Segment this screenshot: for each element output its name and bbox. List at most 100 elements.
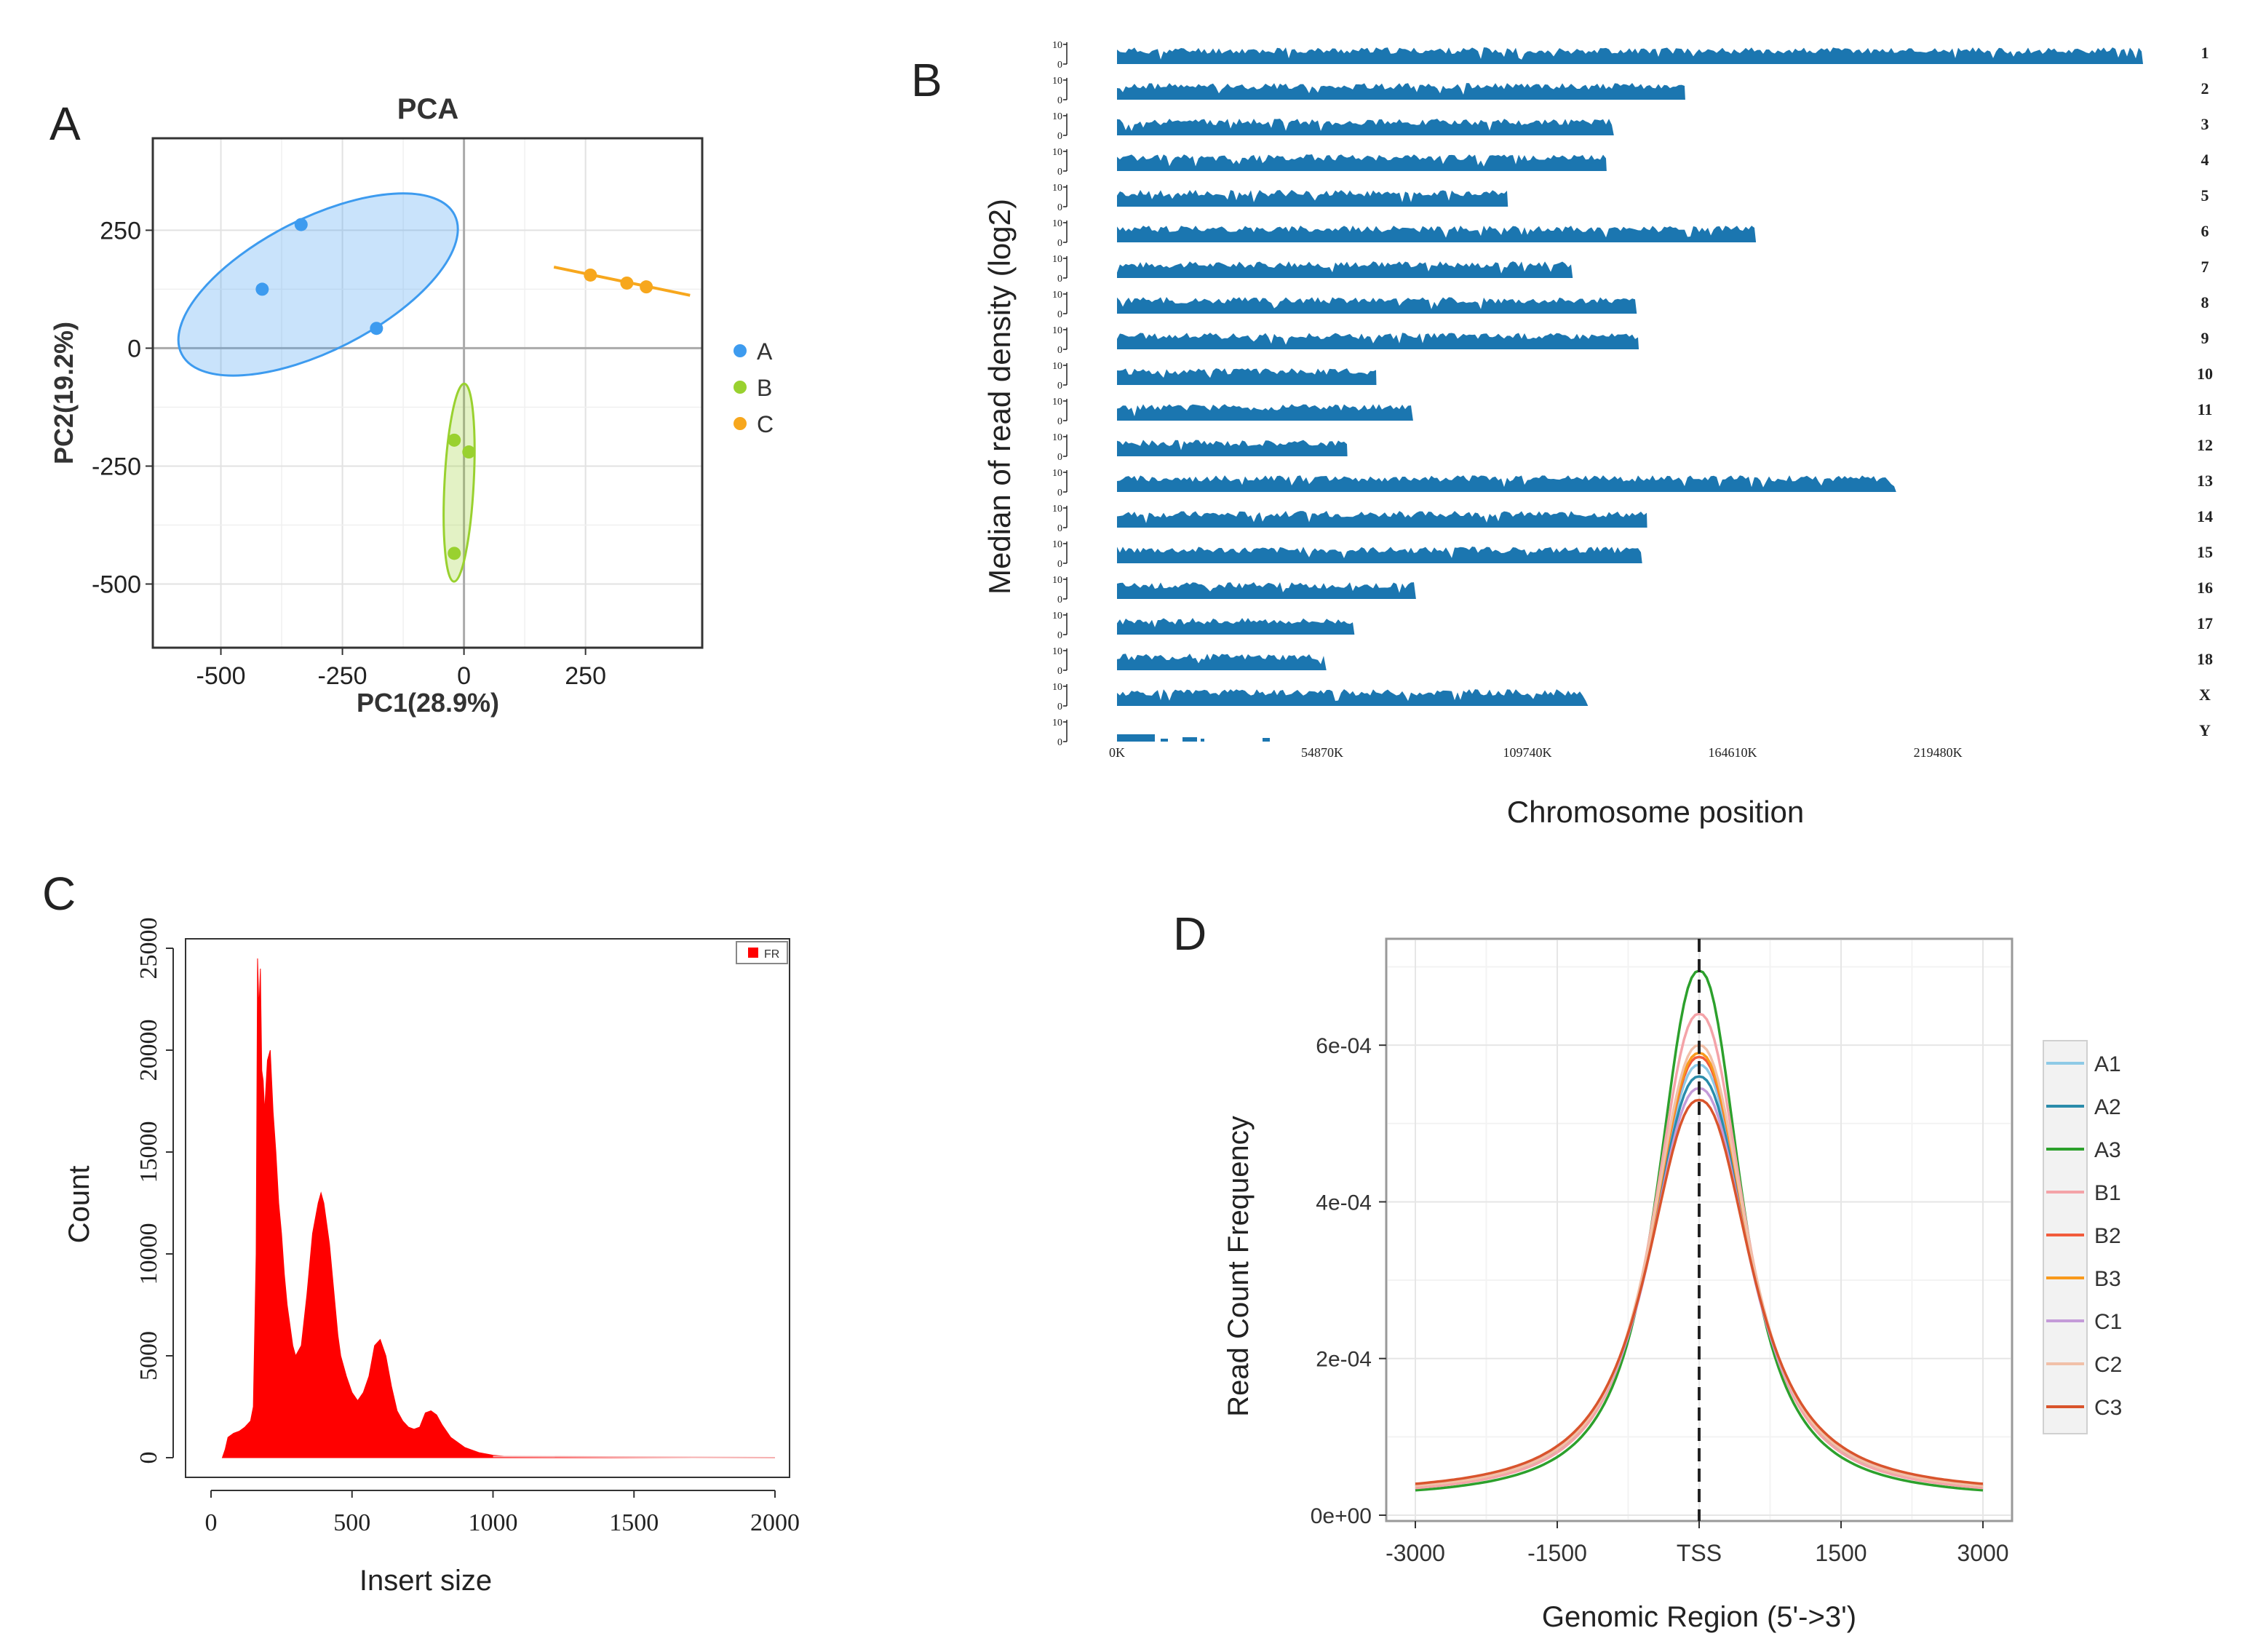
pca-background: [153, 138, 702, 648]
density-track-chromosome-label: 14: [2197, 507, 2213, 525]
density-track: 10 0 X: [1052, 682, 2211, 712]
density-track-area: [1117, 689, 1589, 706]
tss-y-axis-label: Read Count Frequency: [1223, 1116, 1255, 1417]
density-track-chromosome-label: 2: [2201, 79, 2209, 98]
tss-legend-label-b3: B3: [2094, 1267, 2121, 1291]
density-track-tick-10: 10: [1052, 76, 1062, 87]
pca-x-tick-label: -500: [196, 662, 246, 690]
density-track: 10 0 8: [1052, 290, 2209, 320]
density-track-tick-10: 10: [1052, 40, 1062, 51]
panel-label-c: C: [42, 867, 76, 920]
pca-point-c: [584, 268, 597, 282]
density-track-tick-10: 10: [1052, 504, 1062, 515]
pca-point-b: [462, 445, 476, 459]
density-track-area: [1117, 475, 1896, 492]
pca-point-c: [620, 276, 634, 290]
pca-ellipse-b: [442, 382, 476, 583]
pca-legend-swatch-c: [734, 417, 747, 430]
density-track-tick-10: 10: [1052, 575, 1062, 586]
density-track: 10 0 9: [1052, 325, 2209, 356]
density-track: 10 0 3: [1052, 111, 2209, 142]
pca-point-b: [448, 547, 461, 560]
pca-point-a: [370, 322, 383, 335]
density-track-tick-0: 0: [1057, 737, 1062, 748]
tss-y-tick-label: 0e+00: [1311, 1504, 1372, 1528]
density-track-area: [1117, 47, 2143, 64]
tss-marks: [1415, 939, 1984, 1521]
density-track-area: [1117, 333, 1639, 349]
density-track-tick-0: 0: [1057, 202, 1062, 213]
density-track-tick-10: 10: [1052, 646, 1062, 657]
density-track-tick-0: 0: [1057, 702, 1062, 712]
density-x-tick-label: 109740K: [1503, 745, 1552, 760]
read-density-tracks: 1001100210031004100510061007100810091001…: [1052, 40, 2213, 748]
tss-x-axis-label: Genomic Region (5'->3'): [1542, 1601, 1856, 1633]
pca-y-tick-label: 0: [127, 335, 141, 362]
tss-legend-label-b1: B1: [2094, 1181, 2121, 1205]
density-track: 10 0 13: [1052, 468, 2213, 499]
density-track-chromosome-label: 11: [2198, 400, 2213, 418]
density-track-tick-10: 10: [1052, 183, 1062, 194]
pca-x-axis-label: PC1(28.9%): [357, 688, 499, 718]
pca-ellipse-a: [177, 192, 459, 377]
density-track: 10 0 11: [1052, 397, 2212, 427]
density-track: 10 0 14: [1052, 504, 2213, 534]
density-track-tick-0: 0: [1057, 595, 1062, 605]
density-track-tick-0: 0: [1057, 309, 1062, 320]
density-track-area: [1117, 547, 1642, 563]
density-track-chromosome-label: 4: [2201, 151, 2209, 169]
panel-label-d: D: [1173, 908, 1207, 960]
insert-size-plot-frame: [185, 938, 790, 1478]
insert-size-x-axis-label: Insert size: [359, 1565, 492, 1597]
density-track: 10 0 1: [1052, 40, 2209, 71]
pca-legend: ABC: [734, 338, 774, 437]
density-track-tick-0: 0: [1057, 381, 1062, 392]
insert-size-y-tick-label: 25000: [135, 918, 162, 980]
tss-legend: A1 A2 A3 B1 B2 B3 C1 C2 C3: [2043, 1040, 2122, 1434]
density-track: 10 0 17: [1052, 611, 2213, 641]
panel-label-b: B: [911, 54, 942, 106]
insert-size-y-axis-label: Count: [63, 1166, 95, 1244]
insert-size-legend-swatch: [748, 948, 758, 958]
pca-x-tick-label: 250: [565, 662, 606, 690]
density-track-tick-0: 0: [1057, 452, 1062, 463]
density-track-area: [1117, 154, 1607, 171]
density-track-tick-0: 0: [1057, 666, 1062, 677]
density-track-chromosome-label: 1: [2201, 44, 2209, 62]
insert-size-y-tick-label: 10000: [135, 1223, 162, 1285]
tss-legend-key-background: [2043, 1040, 2088, 1434]
density-track-tick-10: 10: [1052, 432, 1062, 443]
density-track-chromosome-label: 10: [2197, 365, 2213, 383]
density-track-tick-10: 10: [1052, 539, 1062, 550]
density-track: 10 0 15: [1052, 539, 2213, 570]
density-track-chromosome-label: 13: [2197, 472, 2213, 490]
insert-size-x-tick-label: 1000: [469, 1509, 518, 1536]
density-track-chromosome-label: 6: [2201, 222, 2209, 240]
tss-legend-label-c3: C3: [2094, 1396, 2122, 1420]
insert-size-legend-label: FR: [764, 948, 779, 961]
density-track-tick-10: 10: [1052, 325, 1062, 336]
density-x-tick-label: 219480K: [1914, 745, 1963, 760]
pca-legend-swatch-a: [734, 344, 747, 357]
density-track-tick-0: 0: [1057, 238, 1062, 249]
tss-y-tick-label: 4e-04: [1316, 1191, 1372, 1215]
density-track-area: [1117, 582, 1416, 599]
density-track-area: [1117, 190, 1508, 207]
density-track: 10 0 Y: [1052, 718, 2211, 748]
tss-x-tick-label: 1500: [1815, 1540, 1867, 1566]
tss-legend-label-a2: A2: [2094, 1095, 2121, 1119]
read-density-y-axis-label: Median of read density (log2): [982, 199, 1017, 595]
tss-legend-label-a1: A1: [2094, 1052, 2121, 1076]
pca-y-axis-label: PC2(19.2%): [49, 322, 79, 464]
insert-size-tail: [493, 1456, 776, 1458]
pca-legend-swatch-b: [734, 381, 747, 394]
density-track-area: [1117, 440, 1348, 456]
density-track-tick-0: 0: [1057, 167, 1062, 178]
pca-legend-label-c: C: [757, 411, 774, 437]
density-track: 10 0 18: [1052, 646, 2213, 677]
tss-legend-label-c1: C1: [2094, 1310, 2122, 1334]
insert-size-histogram: [221, 958, 776, 1458]
insert-size-area: [221, 958, 776, 1458]
density-track-tick-0: 0: [1057, 630, 1062, 641]
